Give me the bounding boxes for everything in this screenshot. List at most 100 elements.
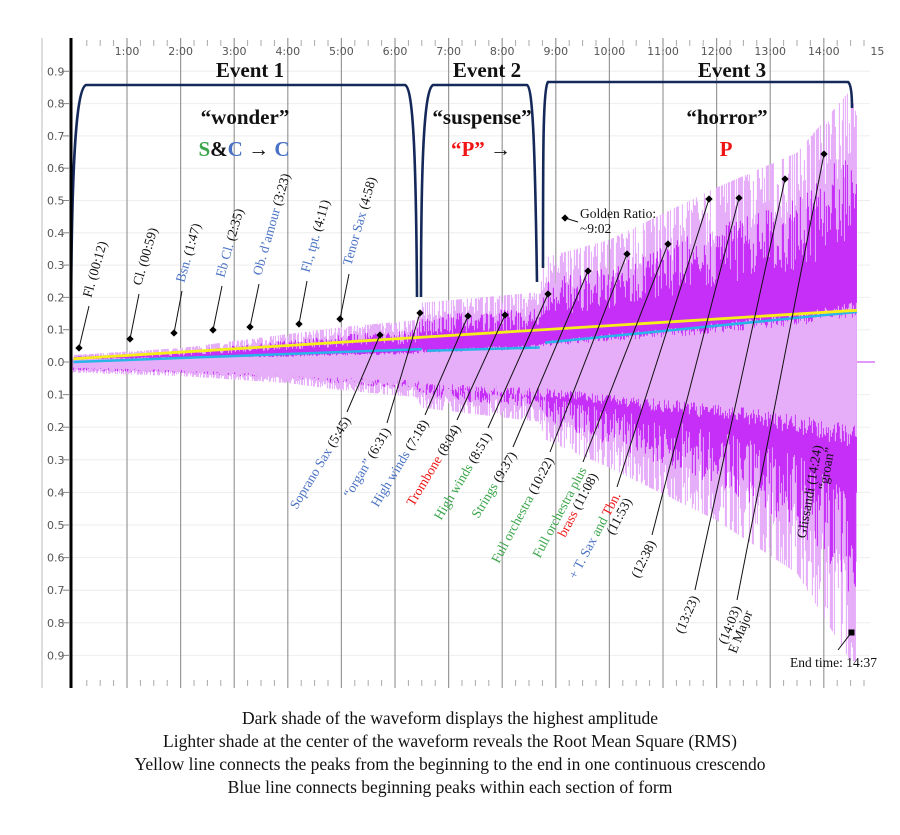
marker-point xyxy=(664,240,672,248)
y-tick-label: 0.7 xyxy=(47,130,65,143)
golden-ratio-label: Golden Ratio: xyxy=(580,206,656,221)
y-tick-label: 0.8 xyxy=(47,617,65,630)
annotation-label-upper: Eb Cl. (2:35) xyxy=(213,207,247,279)
label-segment: “organ” xyxy=(340,456,375,500)
x-tick-label: 6:00 xyxy=(383,45,408,58)
label-segment: Strings xyxy=(468,480,501,521)
annotation-connector xyxy=(249,283,260,328)
y-tick-label: 0.4 xyxy=(47,486,65,499)
event-form: “P” → xyxy=(451,137,511,161)
annotation-connector xyxy=(582,243,669,463)
label-segment: (4:58) xyxy=(355,175,379,214)
label-segment: (7:18) xyxy=(400,417,432,456)
label-segment: (12:38) xyxy=(628,538,659,580)
marker-point xyxy=(295,320,303,328)
annotation-connector xyxy=(487,293,549,429)
caption-line-4: Blue line connects beginning peaks withi… xyxy=(227,777,673,797)
y-tick-label: 0.9 xyxy=(47,649,65,662)
marker-point xyxy=(246,323,254,331)
label-segment: Fl. (00:12) xyxy=(80,239,110,299)
marker-point xyxy=(75,344,83,352)
form-segment: C xyxy=(274,137,289,161)
marker-point xyxy=(209,326,217,334)
form-segment: → xyxy=(485,137,511,161)
annotation-label-lower: “groan” xyxy=(815,446,837,491)
annotation-connector xyxy=(346,334,381,413)
caption-line-3: Yellow line connects the peaks from the … xyxy=(134,754,766,774)
x-tick-label: 5:00 xyxy=(329,45,354,58)
label-segment: Full orchestra xyxy=(488,492,536,565)
event-mood: “wonder” xyxy=(201,105,290,129)
y-tick-label: 0.3 xyxy=(47,454,65,467)
label-segment: (8:51) xyxy=(463,430,495,469)
annotation-connector xyxy=(549,253,628,453)
annotation-label-upper: Tenor Sax (4:58) xyxy=(340,175,380,267)
y-tick-label: 0.5 xyxy=(47,195,65,208)
y-tick-label: 0.1 xyxy=(47,389,65,402)
annotation-label-upper: Fl. (00:12) xyxy=(80,239,110,299)
event-form: P xyxy=(720,137,733,161)
blue-line-segment xyxy=(544,310,858,344)
golden-ratio-time: ~9:02 xyxy=(580,221,611,236)
y-tick-label: 0.2 xyxy=(47,291,65,304)
y-tick-label: 0.5 xyxy=(47,519,65,532)
label-segment: (2:35) xyxy=(222,207,246,246)
label-segment: Eb Cl. xyxy=(213,242,237,279)
y-tick-label: 0.3 xyxy=(47,259,65,272)
marker-point xyxy=(336,315,344,323)
marker-point xyxy=(705,195,713,203)
y-tick-label: 0.6 xyxy=(47,552,65,565)
blue-line-segment xyxy=(427,346,540,352)
marker-point xyxy=(820,150,828,158)
event-form: S&C → C xyxy=(198,137,289,161)
waveform xyxy=(72,93,875,662)
annotation-label-lower: (13:23) xyxy=(672,593,702,635)
label-segment: Golden Ratio: xyxy=(580,206,656,221)
trend-lines xyxy=(73,308,858,364)
label-segment: (6:31) xyxy=(362,425,394,464)
event-title: Event 2 xyxy=(453,58,521,82)
y-tick-label: 0.6 xyxy=(47,162,65,175)
end-time-connector xyxy=(837,632,852,651)
annotation-connector xyxy=(212,285,223,331)
annotation-connector xyxy=(386,312,421,424)
label-segment: Cl. (00:59) xyxy=(130,226,161,287)
x-tick-label: 2:00 xyxy=(168,45,193,58)
event-2-bracket xyxy=(419,83,539,298)
annotation-connector xyxy=(694,178,786,591)
label-segment: (5:45) xyxy=(322,414,354,453)
annotation-connector xyxy=(298,280,308,325)
marker-point xyxy=(416,309,424,317)
form-segment: “P” xyxy=(451,137,485,161)
form-segment: & xyxy=(210,137,228,161)
annotation-connector xyxy=(512,270,589,448)
y-tick-label: 0.9 xyxy=(47,65,65,78)
y-tick-label: 0.7 xyxy=(47,584,65,597)
label-segment: Fl., tpt. xyxy=(298,232,323,274)
label-segment: “groan” xyxy=(815,446,837,491)
axes: 1:00 2:00 3:00 4:00 5:00 6:00 7:00 8:00 9:00 10:0… xyxy=(47,38,884,688)
form-segment: → xyxy=(243,137,275,161)
event-3-bracket xyxy=(541,80,854,269)
marker-point xyxy=(464,312,472,320)
annotation-connector xyxy=(339,273,350,320)
event-mood: “horror” xyxy=(686,105,767,129)
x-tick-label: 15 xyxy=(870,45,884,58)
x-tick-label: 7:00 xyxy=(436,45,461,58)
rms-amplitude xyxy=(72,302,857,446)
form-segment: P xyxy=(720,137,733,161)
marker-point xyxy=(544,290,552,298)
label-segment: (1:47) xyxy=(179,221,203,260)
annotation-connector xyxy=(456,314,506,421)
annotation-label-upper: Bsn. (1:47) xyxy=(173,221,204,284)
x-tick-label: 11:00 xyxy=(647,45,679,58)
label-segment: Soprano Sax xyxy=(287,445,335,512)
end-marker xyxy=(848,629,855,636)
x-tick-label: 3:00 xyxy=(222,45,247,58)
label-segment: (9:37) xyxy=(488,449,520,488)
event-mood: “suspense” xyxy=(432,105,531,129)
label-segment: (3:23) xyxy=(269,172,293,211)
annotation-label-lower: (12:38) xyxy=(628,538,659,580)
event-title: Event 1 xyxy=(216,58,284,82)
annotation-connector xyxy=(616,198,710,488)
